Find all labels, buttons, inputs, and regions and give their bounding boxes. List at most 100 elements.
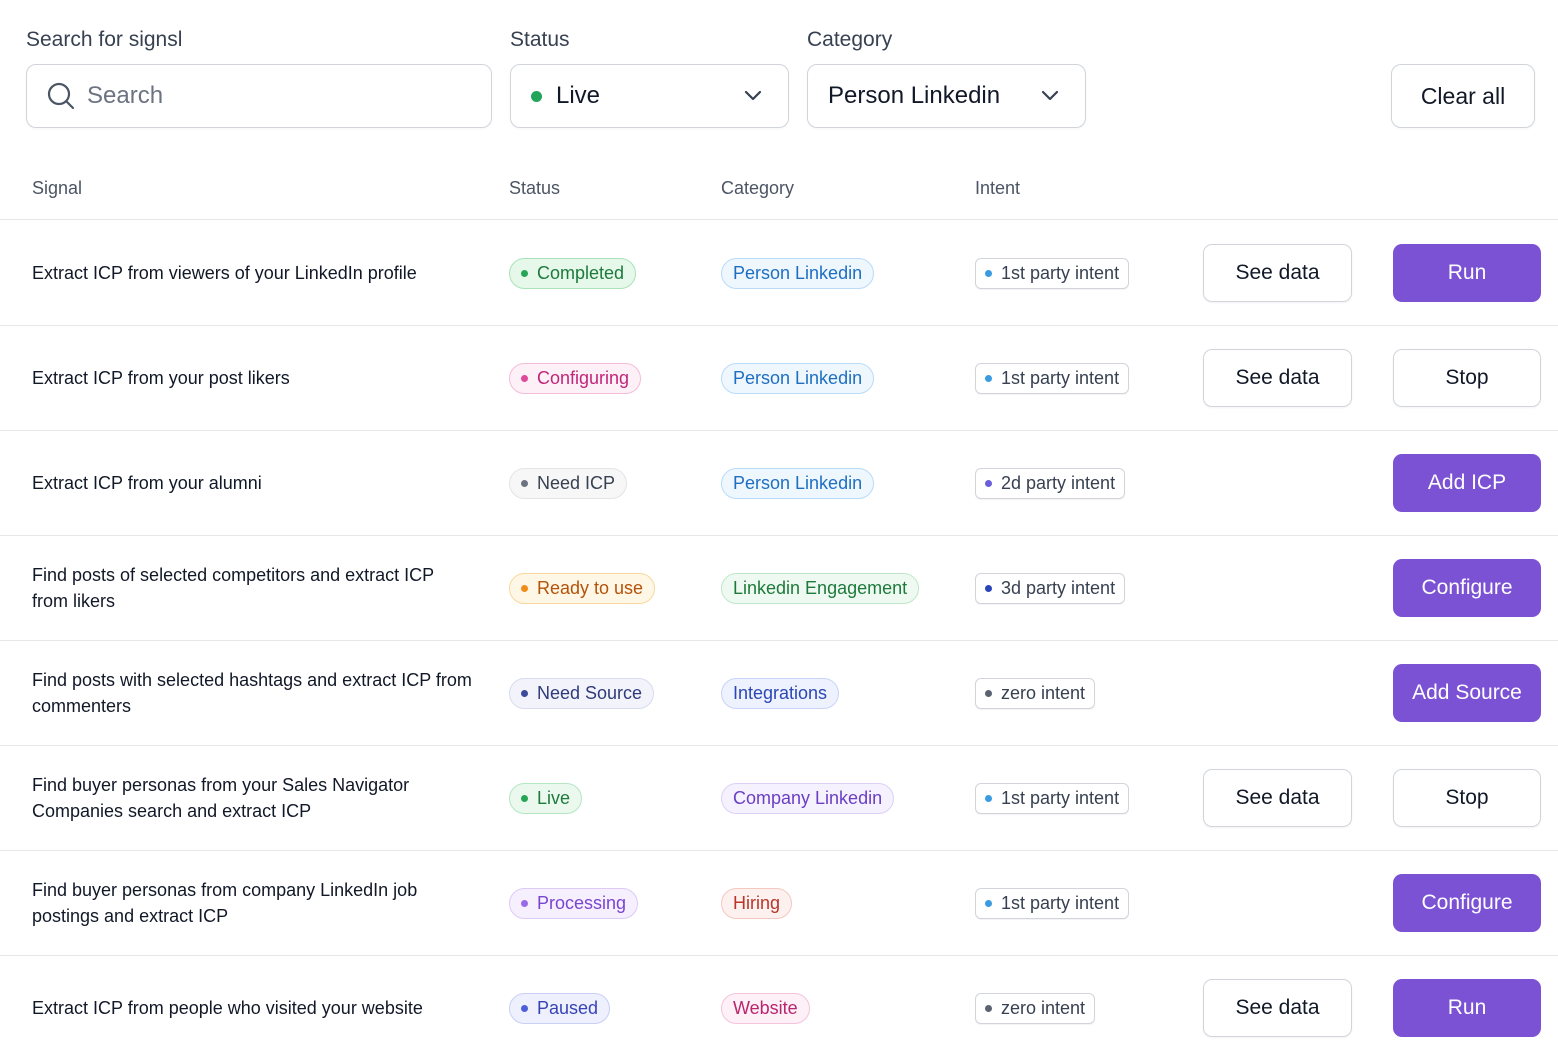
- status-select[interactable]: Live: [510, 64, 789, 128]
- category-tag: Hiring: [721, 887, 793, 919]
- status-dot-icon: [521, 269, 528, 277]
- intent-dot-icon: [985, 584, 992, 592]
- status-badge-label: Configuring: [537, 367, 630, 388]
- column-header-signal: Signal: [32, 178, 83, 198]
- configure-button[interactable]: Configure: [1393, 559, 1541, 617]
- signal-name: Find posts with selected hashtags and ex…: [32, 670, 472, 716]
- table-row: Find buyer personas from company LinkedI…: [0, 851, 1558, 956]
- category-tag: Linkedin Engagement: [721, 572, 920, 604]
- intent-badge: 1st party intent: [975, 782, 1130, 814]
- table-row: Extract ICP from people who visited your…: [0, 956, 1558, 1056]
- stop-button[interactable]: Stop: [1393, 769, 1541, 827]
- status-badge-label: Completed: [537, 262, 625, 283]
- intent-dot-icon: [985, 794, 992, 802]
- add-icp-button[interactable]: Add ICP: [1393, 454, 1541, 512]
- intent-badge: 1st party intent: [975, 887, 1130, 919]
- add-source-button[interactable]: Add Source: [1393, 664, 1541, 722]
- search-icon: [47, 82, 75, 110]
- signal-name: Find posts of selected competitors and e…: [32, 565, 434, 611]
- signal-name: Extract ICP from your alumni: [32, 473, 262, 493]
- status-dot-icon: [521, 899, 528, 907]
- search-label: Search for signsl: [26, 28, 183, 51]
- run-button[interactable]: Run: [1393, 979, 1541, 1037]
- intent-label: 1st party intent: [1001, 787, 1120, 808]
- category-tag: Website: [721, 992, 810, 1024]
- category-tag: Person Linkedin: [721, 257, 875, 289]
- intent-label: 1st party intent: [1001, 262, 1120, 283]
- table-row: Find posts with selected hashtags and ex…: [0, 641, 1558, 746]
- status-badge-label: Need ICP: [537, 472, 616, 493]
- status-dot-icon: [531, 90, 542, 102]
- status-dot-icon: [521, 1004, 528, 1012]
- column-header-category: Category: [721, 178, 795, 198]
- status-badge-label: Need Source: [537, 682, 643, 703]
- category-select[interactable]: Person Linkedin: [807, 64, 1086, 128]
- status-badge: Paused: [509, 992, 611, 1024]
- table-row: Find posts of selected competitors and e…: [0, 536, 1558, 641]
- status-select-value: Live: [556, 82, 601, 109]
- column-header-status: Status: [509, 178, 561, 198]
- intent-badge: 1st party intent: [975, 362, 1130, 394]
- configure-button[interactable]: Configure: [1393, 874, 1541, 932]
- chevron-down-icon: [744, 90, 762, 101]
- table-row: Extract ICP from your post likers Config…: [0, 326, 1558, 431]
- signal-name: Extract ICP from viewers of your LinkedI…: [32, 263, 417, 283]
- intent-dot-icon: [985, 479, 992, 487]
- status-badge: Need ICP: [509, 467, 628, 499]
- intent-label: 1st party intent: [1001, 367, 1120, 388]
- see-data-button[interactable]: See data: [1203, 769, 1352, 827]
- see-data-button[interactable]: See data: [1203, 244, 1352, 302]
- intent-badge: 2d party intent: [975, 467, 1126, 499]
- clear-all-button[interactable]: Clear all: [1391, 64, 1535, 128]
- intent-badge: 1st party intent: [975, 257, 1130, 289]
- search-field[interactable]: [26, 64, 492, 128]
- category-tag: Person Linkedin: [721, 467, 875, 499]
- status-badge-label: Processing: [537, 892, 627, 913]
- intent-badge: zero intent: [975, 992, 1096, 1024]
- intent-dot-icon: [985, 374, 992, 382]
- signal-name: Extract ICP from people who visited your…: [32, 998, 423, 1018]
- category-tag: Integrations: [721, 677, 840, 709]
- signal-name: Find buyer personas from your Sales Navi…: [32, 775, 410, 821]
- table-row: Extract ICP from your alumni Need ICP Pe…: [0, 431, 1558, 536]
- signal-name: Find buyer personas from company LinkedI…: [32, 880, 418, 926]
- column-header-intent: Intent: [975, 178, 1021, 198]
- category-filter-label: Category: [807, 28, 893, 51]
- table-header: Signal Status Category Intent: [0, 150, 1558, 220]
- intent-label: zero intent: [1001, 682, 1086, 703]
- status-badge-label: Live: [537, 787, 571, 808]
- stop-button[interactable]: Stop: [1393, 349, 1541, 407]
- category-select-value: Person Linkedin: [828, 82, 1001, 109]
- intent-badge: 3d party intent: [975, 572, 1126, 604]
- intent-dot-icon: [985, 899, 992, 907]
- see-data-button[interactable]: See data: [1203, 349, 1352, 407]
- intent-label: zero intent: [1001, 997, 1086, 1018]
- status-badge: Completed: [509, 257, 637, 289]
- status-dot-icon: [521, 584, 528, 592]
- status-badge-label: Ready to use: [537, 577, 644, 598]
- intent-dot-icon: [985, 689, 992, 697]
- chevron-down-icon: [1041, 90, 1059, 101]
- status-badge: Live: [509, 782, 583, 814]
- intent-label: 2d party intent: [1001, 472, 1116, 493]
- intent-badge: zero intent: [975, 677, 1096, 709]
- status-dot-icon: [521, 479, 528, 487]
- status-badge: Ready to use: [509, 572, 656, 604]
- run-button[interactable]: Run: [1393, 244, 1541, 302]
- intent-dot-icon: [985, 269, 992, 277]
- status-filter-label: Status: [510, 28, 570, 51]
- search-input[interactable]: [87, 82, 447, 110]
- category-tag: Person Linkedin: [721, 362, 875, 394]
- category-tag: Company Linkedin: [721, 782, 895, 814]
- status-badge: Processing: [509, 887, 639, 919]
- intent-label: 3d party intent: [1001, 577, 1116, 598]
- table-row: Find buyer personas from your Sales Navi…: [0, 746, 1558, 851]
- status-dot-icon: [521, 374, 528, 382]
- signal-name: Extract ICP from your post likers: [32, 368, 290, 388]
- see-data-button[interactable]: See data: [1203, 979, 1352, 1037]
- status-badge: Need Source: [509, 677, 655, 709]
- table-row: Extract ICP from viewers of your LinkedI…: [0, 221, 1558, 326]
- filters-bar: Search for signsl Status Category Live P…: [0, 0, 1558, 150]
- intent-label: 1st party intent: [1001, 892, 1120, 913]
- status-badge-label: Paused: [537, 997, 599, 1018]
